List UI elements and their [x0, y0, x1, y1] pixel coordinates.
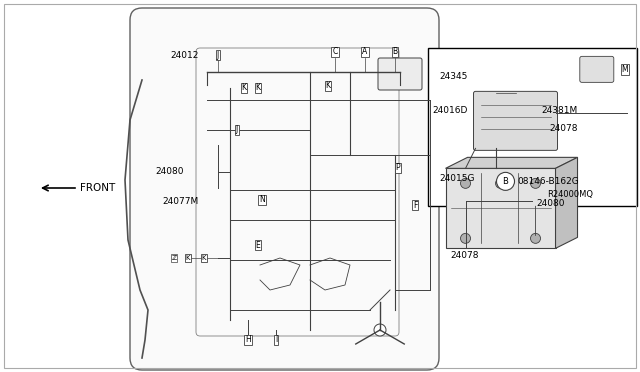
Text: 24381M: 24381M	[541, 106, 578, 115]
Circle shape	[531, 233, 541, 243]
Text: B: B	[502, 177, 508, 186]
Circle shape	[374, 324, 386, 336]
Text: K: K	[326, 81, 330, 90]
Text: 24016D: 24016D	[433, 106, 468, 115]
Circle shape	[495, 178, 506, 188]
Bar	[428, 48, 637, 206]
Text: ℤ: ℤ	[172, 255, 177, 261]
Text: C: C	[332, 48, 338, 57]
Text: B: B	[392, 48, 397, 57]
Circle shape	[497, 172, 515, 190]
Text: F: F	[413, 201, 417, 209]
Text: N: N	[259, 196, 265, 205]
Polygon shape	[445, 157, 577, 169]
Polygon shape	[556, 157, 577, 248]
Circle shape	[461, 178, 470, 188]
Circle shape	[531, 178, 541, 188]
FancyBboxPatch shape	[378, 58, 422, 90]
Text: 24080: 24080	[155, 167, 184, 176]
Text: 24345: 24345	[440, 72, 468, 81]
Text: J: J	[217, 51, 219, 60]
Text: 24077M: 24077M	[162, 198, 198, 206]
Text: 24078: 24078	[450, 250, 479, 260]
Text: M: M	[621, 65, 628, 74]
Text: K: K	[241, 83, 246, 93]
Text: A: A	[362, 48, 367, 57]
Text: 24015G: 24015G	[440, 174, 475, 183]
Text: 08146-B162G: 08146-B162G	[518, 177, 579, 186]
Text: I: I	[275, 336, 277, 344]
FancyBboxPatch shape	[580, 57, 614, 82]
Text: K: K	[255, 83, 260, 93]
Text: K: K	[202, 255, 206, 261]
Text: E: E	[255, 241, 260, 250]
Text: 24078: 24078	[550, 124, 578, 133]
Text: 24080: 24080	[536, 199, 565, 208]
Text: P: P	[396, 164, 400, 173]
Circle shape	[461, 233, 470, 243]
Text: H: H	[245, 336, 251, 344]
Text: R24000MQ: R24000MQ	[547, 190, 593, 199]
Text: FRONT: FRONT	[80, 183, 115, 193]
FancyBboxPatch shape	[474, 92, 557, 150]
Text: 24012: 24012	[170, 51, 198, 60]
FancyBboxPatch shape	[130, 8, 439, 370]
Bar	[445, 169, 556, 248]
Text: J: J	[236, 125, 238, 135]
Text: K: K	[186, 255, 190, 261]
